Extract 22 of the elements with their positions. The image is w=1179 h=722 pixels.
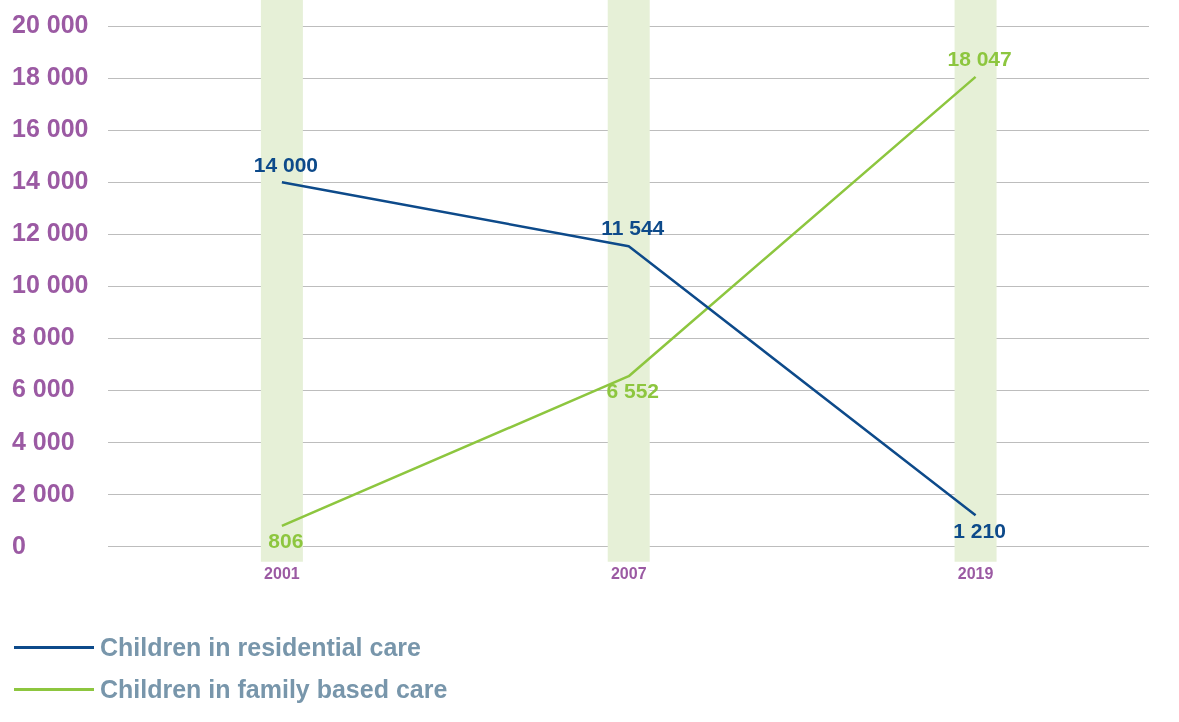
data-label: 6 552 [606,379,660,403]
y-tick-label: 2 000 [12,478,75,507]
y-tick-label: 8 000 [12,322,75,351]
y-tick-label: 4 000 [12,426,75,455]
y-tick-label: 20 000 [12,9,89,38]
y-tick-label: 6 000 [12,374,75,403]
x-tick-label: 2001 [264,564,300,582]
data-label: 11 544 [601,216,665,240]
x-tick-label: 2007 [610,564,647,582]
data-label: 18 047 [947,47,1012,71]
data-label: 806 [268,529,304,553]
data-label: 14 000 [253,152,318,176]
y-tick-label: 12 000 [12,218,89,247]
y-tick-label: 14 000 [12,166,89,195]
y-tick-label: 18 000 [12,61,89,90]
y-tick-label: 16 000 [12,114,89,143]
y-tick-label: 0 [12,530,26,559]
y-tick-label: 10 000 [12,270,89,299]
data-label: 1 210 [953,518,1006,542]
x-tick-label: 2019 [957,564,994,582]
legend-label: Children in family based care [100,674,448,704]
legend-label: Children in residential care [100,632,421,662]
